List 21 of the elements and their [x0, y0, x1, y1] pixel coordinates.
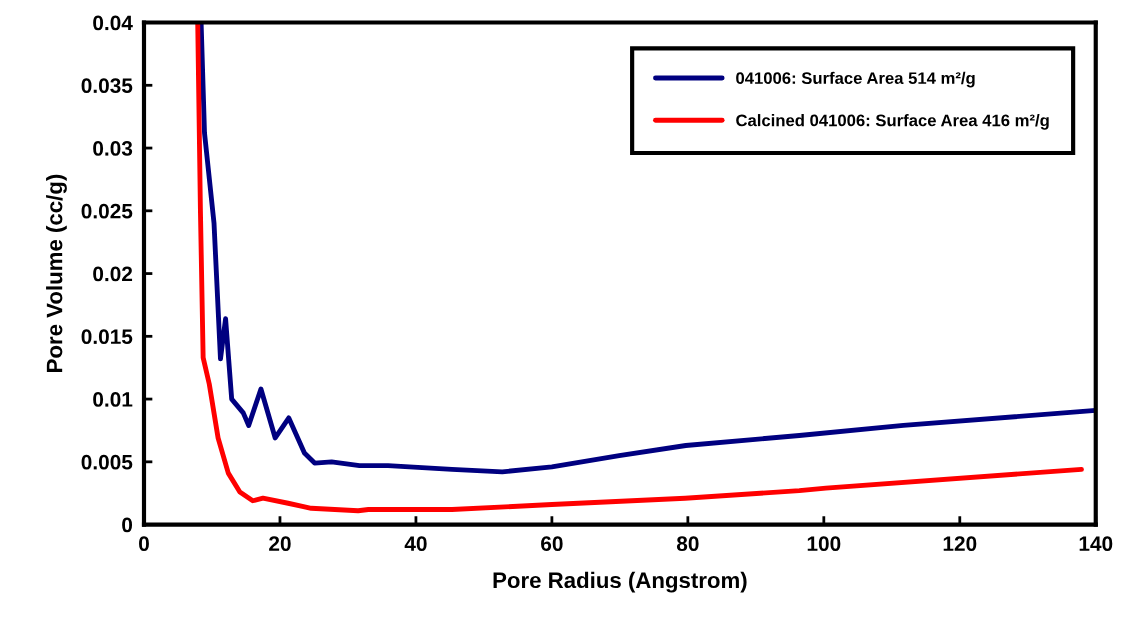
y-tick-label: 0.015 — [81, 329, 133, 345]
x-tick-label: 140 — [1079, 536, 1113, 551]
x-tick-label: 100 — [807, 536, 841, 551]
y-tick-label: 0.02 — [93, 266, 133, 282]
y-tick-label: 0.03 — [93, 141, 133, 156]
x-tick-label: 20 — [269, 536, 291, 551]
x-tick-label: 40 — [404, 536, 427, 551]
legend-label: 041006: Surface Area 514 m²/g — [736, 71, 975, 88]
y-tick-label: 0 — [122, 517, 133, 533]
x-tick-label: 120 — [943, 536, 977, 551]
y-tick-label: 0.04 — [93, 15, 133, 31]
x-tick-label: 0 — [139, 536, 149, 551]
x-tick-label: 80 — [676, 536, 699, 551]
y-axis-title: Pore Volume (cc/g) — [46, 174, 67, 372]
legend-label: Calcined 041006: Surface Area 416 m²/g — [736, 114, 1049, 130]
x-tick-label: 60 — [541, 536, 563, 551]
y-tick-label: 0.01 — [93, 392, 133, 407]
x-axis-title: Pore Radius (Angstrom) — [493, 571, 747, 593]
y-tick-label: 0.025 — [81, 203, 133, 219]
y-tick-label: 0.035 — [81, 78, 133, 94]
y-tick-label: 0.005 — [81, 454, 133, 470]
